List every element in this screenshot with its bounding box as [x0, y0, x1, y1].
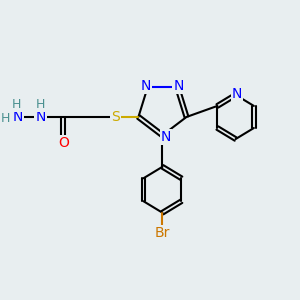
- Text: N: N: [173, 79, 184, 93]
- Text: N: N: [232, 87, 242, 101]
- Text: H: H: [1, 112, 10, 125]
- Text: Br: Br: [155, 226, 170, 240]
- Text: N: N: [12, 110, 22, 124]
- Text: H: H: [11, 98, 21, 111]
- Text: N: N: [141, 79, 152, 93]
- Text: O: O: [58, 136, 69, 150]
- Text: H: H: [36, 98, 45, 111]
- Text: N: N: [160, 130, 171, 144]
- Text: S: S: [111, 110, 120, 124]
- Text: N: N: [35, 110, 46, 124]
